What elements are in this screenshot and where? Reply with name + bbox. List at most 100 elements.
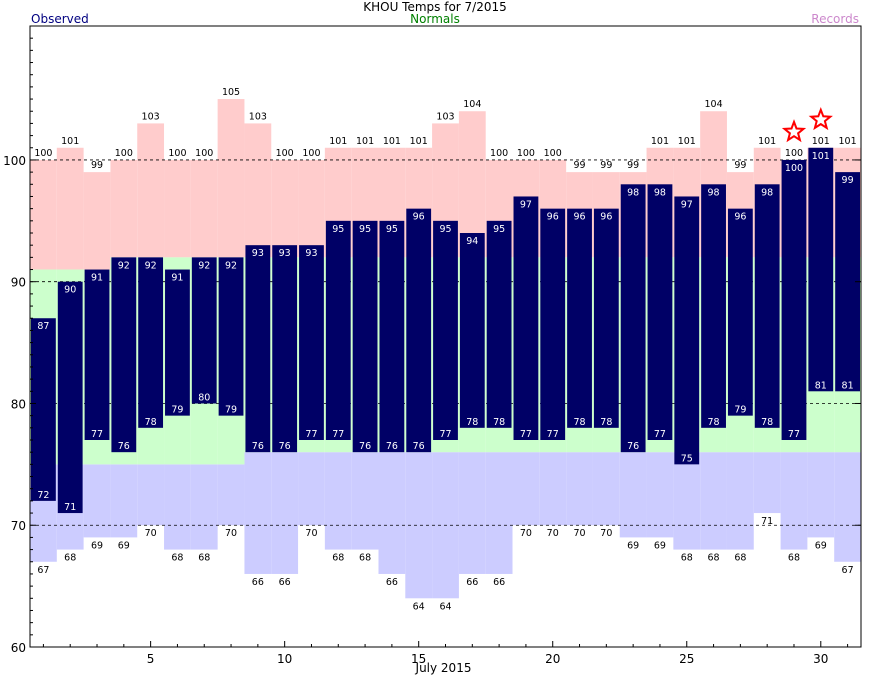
record-high-band <box>164 159 191 258</box>
observed-low-label: 79 <box>171 405 183 416</box>
record-star-icon <box>781 119 807 143</box>
record-high-band <box>298 159 325 258</box>
observed-bar <box>620 184 646 453</box>
observed-low-label: 76 <box>413 441 425 452</box>
record-high-label: 101 <box>812 136 830 147</box>
record-low-label: 69 <box>91 540 103 551</box>
record-low-band <box>673 452 701 550</box>
record-low-band <box>539 452 567 526</box>
observed-high-label: 91 <box>171 273 183 284</box>
record-high-label: 104 <box>704 99 722 110</box>
observed-low-label: 78 <box>600 417 612 428</box>
record-high-label: 101 <box>678 136 696 147</box>
observed-low-label: 77 <box>654 429 666 440</box>
legend-records: Records <box>811 12 859 26</box>
record-low-label: 69 <box>815 540 827 551</box>
record-low-band <box>217 464 245 526</box>
record-low-label: 70 <box>145 528 157 539</box>
observed-bar <box>459 233 485 428</box>
record-high-label: 104 <box>463 99 481 110</box>
axes-layer: 60 70 80 90 100 5 10 15 20 25 30 July 2015 <box>3 25 861 675</box>
observed-high-label: 93 <box>252 248 264 259</box>
record-low-band <box>780 452 808 550</box>
record-high-label: 101 <box>61 136 79 147</box>
record-high-label: 99 <box>734 160 746 171</box>
record-high-band <box>217 99 245 258</box>
record-high-label: 101 <box>651 136 669 147</box>
record-low-label: 68 <box>359 553 371 564</box>
observed-low-label: 78 <box>573 417 585 428</box>
record-low-band <box>834 452 861 562</box>
observed-bar <box>701 184 726 428</box>
observed-bar <box>325 220 351 440</box>
record-high-label: 100 <box>490 148 508 159</box>
record-high-label: 100 <box>168 148 186 159</box>
record-low-label: 68 <box>171 553 183 564</box>
record-high-label: 103 <box>249 111 267 122</box>
record-low-band <box>485 452 513 574</box>
record-high-band <box>271 159 299 258</box>
x-tick-label: 15 <box>411 652 426 666</box>
record-low-band <box>324 452 352 550</box>
chart-title: KHOU Temps for 7/2015 <box>363 0 507 14</box>
record-low-label: 64 <box>439 601 451 612</box>
record-low-label: 70 <box>573 528 585 539</box>
observed-bar <box>808 147 834 392</box>
x-tick-label: 5 <box>147 652 155 666</box>
observed-low-label: 77 <box>332 429 344 440</box>
observed-low-label: 77 <box>520 429 532 440</box>
record-low-label: 64 <box>413 601 425 612</box>
observed-low-label: 72 <box>37 490 49 501</box>
observed-low-label: 76 <box>627 441 639 452</box>
record-low-band <box>83 464 111 538</box>
record-low-label: 69 <box>654 540 666 551</box>
observed-high-label: 95 <box>332 224 344 235</box>
record-low-label: 66 <box>466 577 478 588</box>
x-axis-label: July 2015 <box>415 661 472 675</box>
record-low-band <box>378 452 406 574</box>
observed-low-label: 77 <box>91 429 103 440</box>
record-high-label: 100 <box>276 148 294 159</box>
record-low-label: 68 <box>64 553 76 564</box>
record-high-label: 103 <box>436 111 454 122</box>
observed-high-label: 92 <box>198 260 210 271</box>
observed-high-label: 92 <box>145 260 157 271</box>
observed-bar <box>138 257 164 428</box>
record-low-band <box>619 452 647 538</box>
observed-high-label: 100 <box>785 163 803 174</box>
record-high-label: 100 <box>544 148 562 159</box>
observed-bar <box>299 245 324 440</box>
observed-high-label: 92 <box>118 260 130 271</box>
record-low-label: 66 <box>386 577 398 588</box>
observed-low-label: 76 <box>386 441 398 452</box>
x-tick-label: 10 <box>277 652 292 666</box>
record-low-label: 70 <box>600 528 612 539</box>
observed-bar <box>165 269 190 416</box>
observed-low-label: 77 <box>439 429 451 440</box>
record-low-label: 67 <box>37 565 49 576</box>
record-high-band <box>110 159 138 258</box>
observed-bar <box>111 257 137 453</box>
record-low-label: 69 <box>118 540 130 551</box>
observed-high-label: 96 <box>734 212 746 223</box>
record-low-label: 66 <box>279 577 291 588</box>
observed-bar <box>486 220 512 428</box>
record-low-band <box>271 452 299 574</box>
record-high-label: 101 <box>410 136 428 147</box>
observed-high-label: 99 <box>842 175 854 186</box>
record-high-band <box>244 123 272 258</box>
record-low-band <box>458 452 486 574</box>
legend-observed: Observed <box>31 12 89 26</box>
legend-normals: Normals <box>410 12 460 26</box>
observed-bar <box>433 220 458 440</box>
observed-high-label: 101 <box>812 151 830 162</box>
record-high-label: 101 <box>329 136 347 147</box>
x-tick-label: 25 <box>679 652 694 666</box>
record-high-label: 101 <box>758 136 776 147</box>
observed-high-label: 95 <box>386 224 398 235</box>
observed-bar <box>727 208 753 416</box>
observed-high-label: 95 <box>493 224 505 235</box>
y-tick-label: 60 <box>11 641 26 655</box>
record-high-label: 101 <box>839 136 857 147</box>
